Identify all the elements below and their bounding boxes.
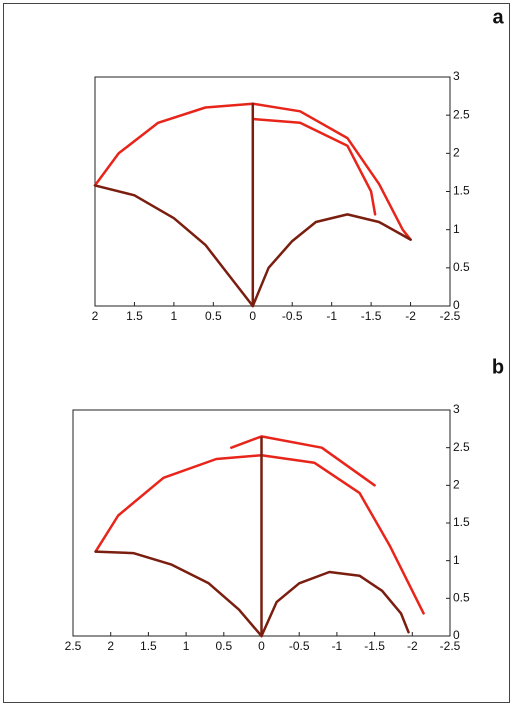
x-tick-label: 1.5 [140, 639, 157, 653]
x-tick-label: 2 [92, 309, 99, 323]
x-tick-label: -1 [326, 309, 337, 323]
curve [93, 184, 255, 308]
x-tick-label: -2 [407, 639, 418, 653]
plot-frame [94, 76, 451, 307]
x-tick-label: 0.5 [205, 309, 222, 323]
panel-label: b [492, 356, 504, 378]
x-tick-label: 2 [107, 639, 114, 653]
panel-label: a [492, 6, 504, 28]
y-tick-label: 3 [453, 402, 460, 416]
curve [251, 117, 377, 216]
y-tick-label: 2 [453, 478, 460, 492]
y-tick-label: 1 [453, 222, 460, 236]
y-tick-label: 3 [453, 69, 460, 83]
x-tick-label: 2.5 [65, 639, 82, 653]
y-tick-label: 0.5 [453, 260, 470, 274]
y-tick-label: 0.5 [453, 591, 470, 605]
curve [94, 550, 263, 638]
curve [260, 570, 410, 638]
x-tick-label: -1.5 [361, 309, 382, 323]
y-tick-label: 2.5 [453, 440, 470, 454]
x-tick-label: -1.5 [364, 639, 385, 653]
y-tick-label: 0 [453, 298, 460, 312]
x-tick-label: -0.5 [289, 639, 310, 653]
x-tick-label: -2 [405, 309, 416, 323]
x-tick-label: 1 [183, 639, 190, 653]
curve [251, 213, 412, 308]
y-tick-label: 1.5 [453, 184, 470, 198]
x-tick-label: 0 [258, 639, 265, 653]
y-tick-label: 0 [453, 628, 460, 642]
x-tick-label: -0.5 [282, 309, 303, 323]
y-tick-label: 2.5 [453, 107, 470, 121]
y-tick-label: 1.5 [453, 515, 470, 529]
figure-border [3, 3, 510, 703]
curve [94, 453, 425, 615]
curve [230, 435, 376, 487]
y-tick-label: 1 [453, 553, 460, 567]
x-tick-label: -2.5 [440, 309, 461, 323]
x-tick-label: 1 [171, 309, 178, 323]
x-tick-label: 0 [249, 309, 256, 323]
x-tick-label: 0.5 [215, 639, 232, 653]
y-tick-label: 2 [453, 146, 460, 160]
curve [93, 102, 412, 241]
x-tick-label: 1.5 [126, 309, 143, 323]
x-tick-label: -2.5 [440, 639, 461, 653]
x-tick-label: -1 [332, 639, 343, 653]
